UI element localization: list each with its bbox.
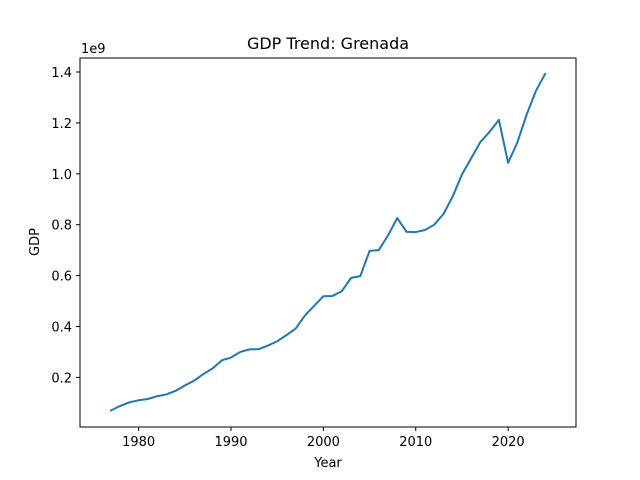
y-tick-label: 0.4 — [51, 320, 72, 335]
plot-frame — [79, 57, 577, 428]
x-tick-label: 2010 — [399, 435, 432, 450]
x-axis-label: Year — [313, 456, 342, 471]
y-tick-label: 1.0 — [51, 168, 72, 183]
chart-title: GDP Trend: Grenada — [247, 34, 409, 53]
y-tick-label: 1.2 — [51, 117, 72, 132]
gdp-series-line — [109, 72, 547, 412]
y-tick-label: 0.6 — [51, 270, 72, 285]
x-tick-label: 2000 — [307, 435, 340, 450]
x-tick-label: 2020 — [492, 435, 525, 450]
y-tick-label: 1.4 — [51, 66, 72, 81]
y-offset-label: 1e9 — [81, 42, 106, 57]
y-tick-label: 0.8 — [51, 219, 72, 234]
y-tick-label: 0.2 — [51, 371, 72, 386]
x-tick-label: 1980 — [122, 435, 155, 450]
x-tick-label: 1990 — [214, 435, 247, 450]
x-axis-ticks: 1980 1990 2000 2010 2020 — [122, 427, 525, 450]
y-axis-label: GDP — [28, 228, 43, 256]
y-axis-ticks: 0.2 0.4 0.6 0.8 1.0 1.2 1.4 — [51, 66, 80, 386]
